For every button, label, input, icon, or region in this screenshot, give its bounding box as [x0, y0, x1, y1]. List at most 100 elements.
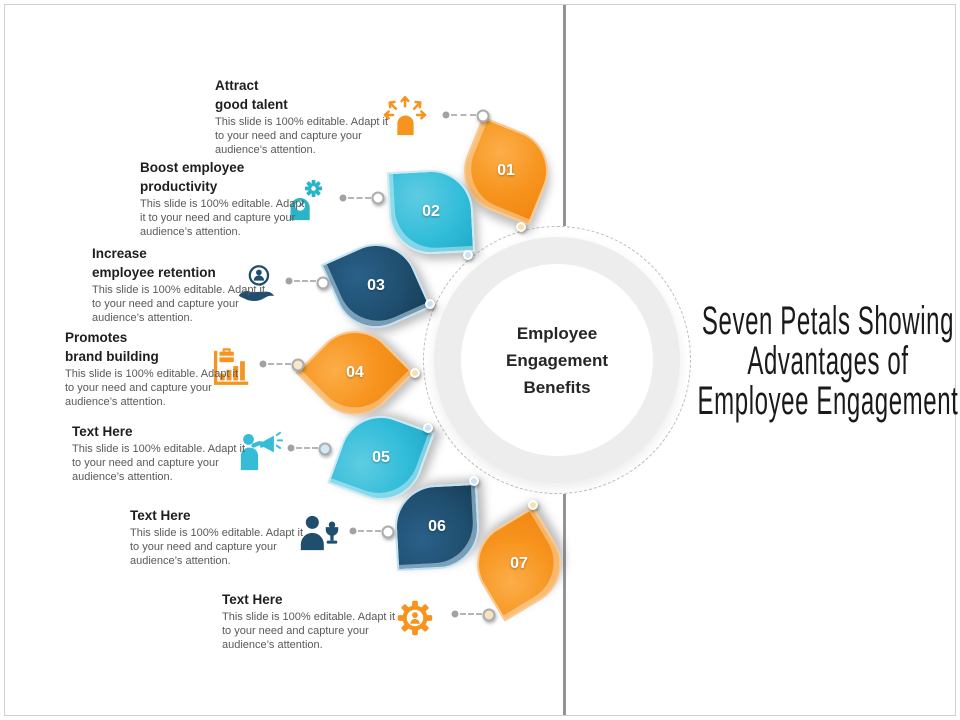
- item-description: This slide is 100% editable. Adapt it to …: [215, 116, 440, 157]
- connector-end-dot: [349, 527, 357, 535]
- connector-line: [296, 447, 318, 449]
- petal-tail-dot: [528, 500, 538, 510]
- item-title-line: productivity: [140, 179, 218, 194]
- item-label-02: Boost employee productivity This slide is …: [140, 158, 365, 239]
- item-description: This slide is 100% editable. Adapt it to …: [72, 443, 297, 484]
- item-description-line: to your need and capture your: [222, 624, 369, 637]
- petal-tail-dot: [423, 423, 433, 433]
- item-title-line: good talent: [215, 97, 288, 112]
- hand-person-icon: [234, 261, 280, 307]
- center-line: Benefits: [523, 377, 591, 397]
- item-label-06: Text Here This slide is 100% editable. Ad…: [130, 506, 355, 568]
- item-description: This slide is 100% editable. Adapt it to …: [222, 611, 447, 652]
- item-title: Increase employee retention: [92, 244, 317, 282]
- title-line: Advantages of: [747, 339, 909, 383]
- gear-person-icon: [392, 594, 438, 640]
- item-description-line: audience’s attention.: [65, 395, 166, 408]
- petal-tip-dot: [316, 276, 330, 290]
- petal-03: 03: [320, 230, 432, 342]
- petal-tail-dot: [469, 476, 479, 486]
- petal-number: 01: [497, 162, 515, 179]
- item-title: Text Here: [222, 590, 447, 609]
- item-description-line: This slide is 100% editable. Adapt: [140, 198, 305, 210]
- item-title-line: Increase: [92, 246, 147, 261]
- connector-line: [451, 114, 476, 116]
- petal-07: 07: [461, 506, 577, 622]
- petal-number: 03: [367, 277, 385, 294]
- item-description-line: to your need and capture your: [215, 129, 362, 142]
- petal-tail-dot: [410, 368, 420, 378]
- item-title-line: brand building: [65, 349, 159, 364]
- petal-tip-dot: [291, 358, 305, 372]
- item-description: This slide is 100% editable. Adapt it to …: [140, 198, 365, 239]
- center-circle-label: Employee Engagement Benefits: [461, 264, 653, 456]
- petal-tip-dot: [482, 608, 496, 622]
- item-title: Text Here: [72, 422, 297, 441]
- item-description-line: This slide is 100% editable. Adapt it: [222, 611, 396, 623]
- item-description: This slide is 100% editable. Adapt it to …: [130, 527, 355, 568]
- petal-number: 02: [422, 203, 440, 220]
- item-label-01: Attract good talent This slide is 100% edi…: [215, 76, 440, 157]
- vertical-divider-bottom: [563, 494, 566, 715]
- petal-tip-dot: [381, 525, 395, 539]
- slide-title: Seven Petals Showing Advantages of Emplo…: [696, 301, 960, 421]
- item-description-line: to your need and capture your: [65, 381, 212, 394]
- connector-line: [268, 363, 291, 365]
- item-title-line: Text Here: [130, 508, 191, 523]
- petal-06: 06: [392, 482, 482, 572]
- item-description-line: audience’s attention.: [92, 311, 193, 324]
- item-title: Text Here: [130, 506, 355, 525]
- item-title-line: employee retention: [92, 265, 216, 280]
- item-label-04: Promotes brand building This slide is 100%…: [65, 328, 290, 409]
- connector-end-dot: [287, 444, 295, 452]
- item-description-line: This slide is 100% editable. Adapt it: [72, 443, 246, 455]
- connector-line: [358, 530, 381, 532]
- connector-end-dot: [442, 111, 450, 119]
- item-description-line: This slide is 100% editable. Adapt it: [215, 116, 389, 128]
- briefcase-chart-icon: [207, 344, 253, 390]
- petal-04: 04: [295, 313, 415, 433]
- item-description: This slide is 100% editable. Adapt it to …: [92, 284, 317, 325]
- head-gear-icon: [280, 176, 326, 222]
- item-description-line: This slide is 100% editable. Adapt it: [65, 368, 239, 380]
- center-line: Engagement: [505, 350, 609, 370]
- item-title: Attract good talent: [215, 76, 440, 114]
- item-description-line: audience’s attention.: [72, 470, 173, 483]
- item-label-03: Increase employee retention This slide is …: [92, 244, 317, 325]
- petal-02: 02: [386, 167, 476, 257]
- item-description-line: audience’s attention.: [215, 143, 316, 156]
- connector-end-dot: [285, 277, 293, 285]
- item-description-line: This slide is 100% editable. Adapt it: [130, 527, 304, 539]
- item-description-line: audience’s attention.: [140, 225, 241, 238]
- item-description-line: audience’s attention.: [130, 554, 231, 567]
- item-title-line: Text Here: [222, 592, 283, 607]
- connector-end-dot: [259, 360, 267, 368]
- connector-end-dot: [339, 194, 347, 202]
- petal-tail-dot: [463, 250, 473, 260]
- petal-number: 07: [510, 555, 528, 572]
- connector-end-dot: [451, 610, 459, 618]
- petal-number: 06: [428, 518, 446, 535]
- connector-line: [348, 197, 371, 199]
- petal-tip-dot: [476, 109, 490, 123]
- petal-number: 04: [346, 364, 364, 381]
- item-description-line: to your need and capture your: [130, 540, 277, 553]
- item-description-line: to your need and capture your: [92, 297, 239, 310]
- vertical-divider-top: [563, 5, 566, 226]
- item-title: Promotes brand building: [65, 328, 290, 366]
- item-description-line: to your need and capture your: [72, 456, 219, 469]
- item-title-line: Boost employee: [140, 160, 245, 175]
- connector-line: [460, 613, 482, 615]
- item-title-line: Attract: [215, 78, 259, 93]
- connector-line: [294, 280, 316, 282]
- petal-tip-dot: [318, 442, 332, 456]
- item-description: This slide is 100% editable. Adapt it to …: [65, 368, 290, 409]
- item-title-line: Promotes: [65, 330, 128, 345]
- item-description-line: audience’s attention.: [222, 638, 323, 651]
- item-title: Boost employee productivity: [140, 158, 365, 196]
- megaphone-person-icon: [237, 426, 283, 472]
- title-line: Employee Engagement: [697, 379, 959, 423]
- title-line: Seven Petals Showing: [701, 299, 955, 343]
- person-trophy-icon: [297, 508, 343, 554]
